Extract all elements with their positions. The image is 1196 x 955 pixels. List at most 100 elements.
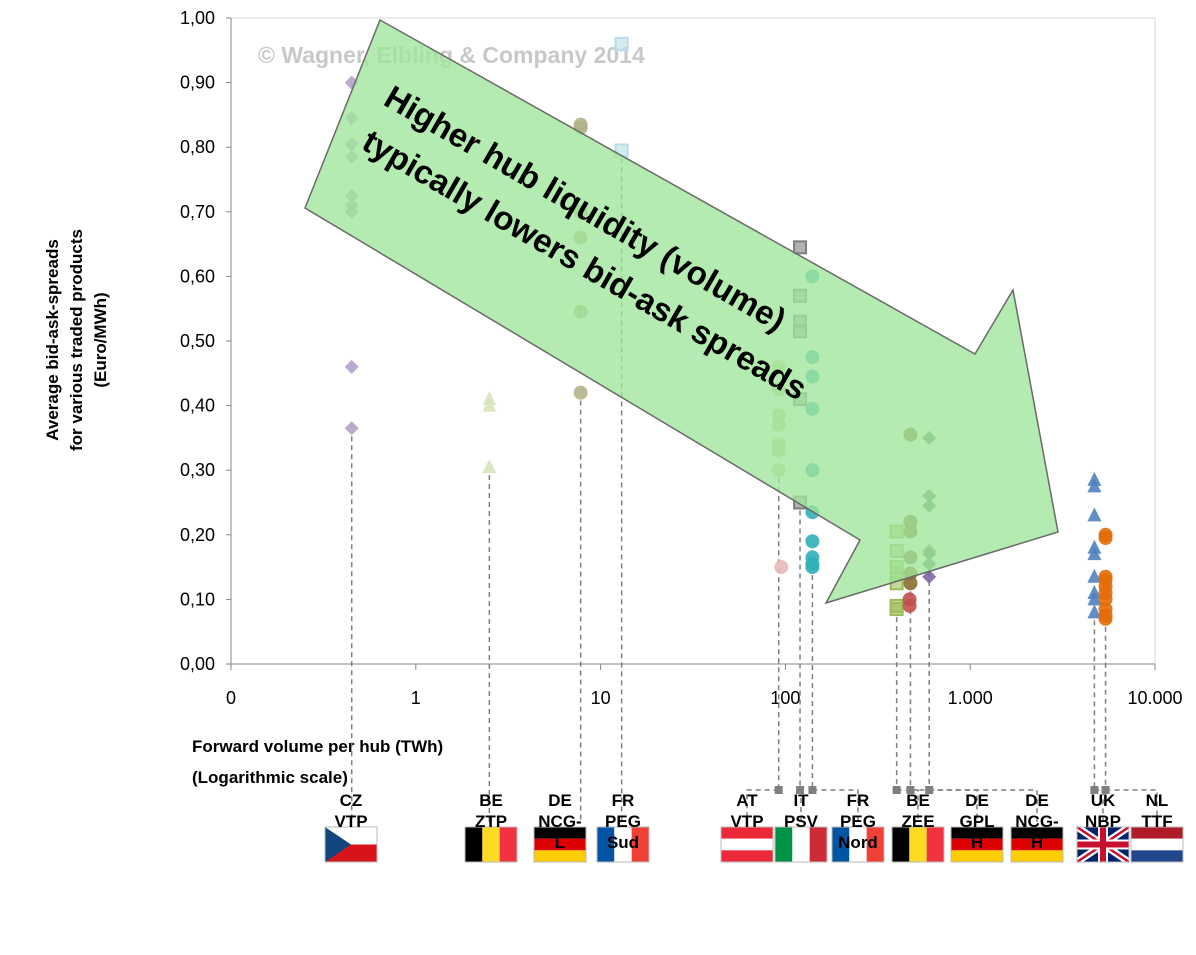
- flag-part: [631, 827, 649, 862]
- x-tick-label: 1.000: [948, 688, 993, 708]
- connector-node: [796, 786, 805, 794]
- x-tick-label: 0: [226, 688, 236, 708]
- point: [482, 458, 497, 473]
- point: [482, 397, 497, 412]
- point: [1087, 507, 1102, 522]
- flag: [774, 826, 828, 863]
- flag-part: [534, 838, 586, 851]
- y-tick-label: 0,60: [180, 266, 215, 286]
- hub-label: CZ VTP: [334, 791, 368, 831]
- x-tick-label: 10.000: [1127, 688, 1182, 708]
- point: [793, 240, 808, 255]
- flag: [1075, 824, 1131, 865]
- flag-part: [482, 827, 500, 862]
- point: [1087, 546, 1102, 561]
- flag: [950, 826, 1004, 863]
- flag-border: [324, 826, 378, 863]
- point: [1087, 568, 1102, 583]
- flag-part: [1131, 827, 1183, 839]
- flag: [831, 826, 885, 863]
- flag-part: [951, 850, 1003, 862]
- y-tick-label: 0,10: [180, 589, 215, 609]
- hub-label: BE ZEE: [901, 791, 935, 831]
- flag-border: [1130, 826, 1184, 863]
- point: [922, 569, 937, 584]
- y-tick-label: 0,20: [180, 525, 215, 545]
- point: [614, 36, 629, 51]
- connector-node: [774, 786, 783, 794]
- flag-part: [1011, 838, 1063, 851]
- flag: [1010, 826, 1064, 863]
- connector: [896, 789, 919, 822]
- flag-part: [909, 827, 927, 862]
- flag-part: [849, 827, 867, 862]
- flag-border: [831, 826, 885, 863]
- flag: [324, 826, 378, 863]
- point: [1098, 531, 1113, 546]
- y-axis-title: Average bid-ask-spreads: [43, 239, 62, 441]
- flag: [1130, 826, 1184, 863]
- connector-node: [1090, 786, 1099, 794]
- y-tick-label: 0,80: [180, 137, 215, 157]
- y-tick-label: 0,90: [180, 73, 215, 93]
- point: [902, 598, 917, 613]
- flag: [891, 826, 945, 863]
- flag-part: [721, 850, 773, 862]
- point: [805, 560, 820, 575]
- flag-border: [464, 826, 518, 863]
- flag-part: [614, 827, 632, 862]
- connector-node: [808, 786, 817, 794]
- x-tick-label: 1: [411, 688, 421, 708]
- connector: [812, 789, 859, 822]
- connector-node: [906, 786, 915, 794]
- flag: [596, 826, 650, 863]
- connector: [929, 789, 1038, 822]
- flag-part: [892, 827, 910, 862]
- point: [573, 385, 588, 400]
- flag-part: [951, 838, 1003, 851]
- x-tick-label: 10: [591, 688, 611, 708]
- hub-label: NL TTF: [1141, 791, 1173, 831]
- flag-part: [597, 827, 615, 862]
- connector-node: [892, 786, 901, 794]
- point: [1087, 604, 1102, 619]
- x-axis-title: Forward volume per hub (TWh): [192, 737, 443, 756]
- x-axis-title: (Logarithmic scale): [192, 768, 348, 787]
- flag-part: [721, 827, 773, 839]
- y-axis-title: (Euro/MWh): [91, 292, 110, 387]
- y-tick-label: 0,30: [180, 460, 215, 480]
- connector-node: [1101, 786, 1110, 794]
- connector: [1105, 789, 1158, 822]
- point: [344, 421, 359, 436]
- flag-part: [866, 827, 884, 862]
- flag-border: [1010, 826, 1064, 863]
- y-tick-label: 0,40: [180, 396, 215, 416]
- hub-label: DE GPL H: [959, 791, 995, 852]
- flag-part: [534, 850, 586, 862]
- connector-node: [925, 786, 934, 794]
- hub-label: AT VTP: [730, 791, 764, 831]
- flag-border: [720, 826, 774, 863]
- flag-border: [950, 826, 1004, 863]
- flag-border: [533, 826, 587, 863]
- hub-label: FR PEG Sud: [605, 791, 641, 852]
- flag-part: [792, 827, 810, 862]
- point: [774, 560, 789, 575]
- y-tick-label: 0,50: [180, 331, 215, 351]
- flag-part: [1131, 838, 1183, 851]
- y-tick-label: 1,00: [180, 8, 215, 28]
- flag-border: [774, 826, 828, 863]
- flag-part: [926, 827, 944, 862]
- flag-part: [465, 827, 483, 862]
- flag-part: [499, 827, 517, 862]
- hub-label: DE NCG-H: [1015, 791, 1059, 852]
- flag-part: [1011, 827, 1063, 839]
- flag-border: [596, 826, 650, 863]
- y-tick-label: 0,70: [180, 202, 215, 222]
- flag-part: [1077, 841, 1129, 848]
- flag-part: [775, 827, 793, 862]
- flag-part: [951, 827, 1003, 839]
- hub-label: FR PEG Nord: [838, 791, 878, 852]
